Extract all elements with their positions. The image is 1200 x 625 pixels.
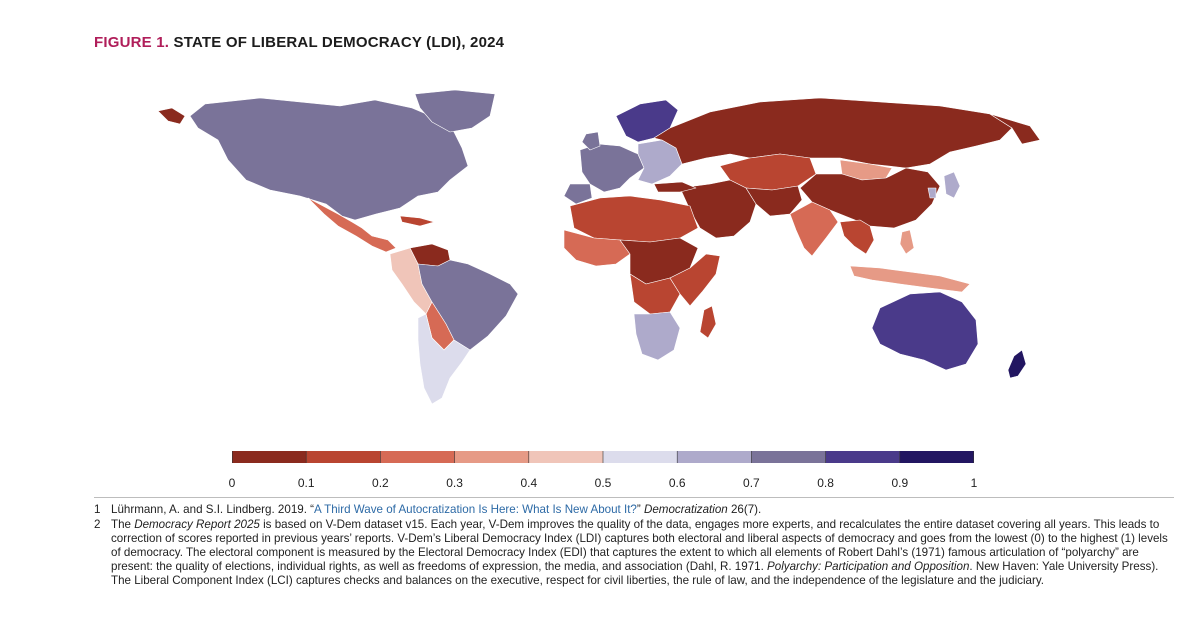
region-southern-africa — [633, 311, 681, 361]
region-west-africa — [563, 229, 631, 267]
region-russia-west-tip — [157, 107, 186, 125]
region-korea — [927, 187, 937, 199]
figure-title: FIGURE 1. STATE OF LIBERAL DEMOCRACY (LD… — [94, 34, 504, 51]
legend-tick-label: 0.7 — [743, 476, 760, 490]
world-map — [157, 89, 1041, 405]
region-caribbean — [399, 215, 435, 227]
legend-tick-label: 0.4 — [520, 476, 538, 490]
region-mexico — [307, 197, 397, 253]
legend-tick-label: 0.2 — [372, 476, 389, 490]
region-russia — [653, 97, 1013, 169]
legend-tick-label: 0.3 — [446, 476, 463, 490]
figure-label: FIGURE 1. — [94, 34, 170, 51]
legend-bin-6 — [677, 451, 752, 463]
region-russia-far-east — [989, 113, 1041, 145]
legend-bin-0 — [232, 451, 307, 463]
legend-bin-4 — [528, 451, 603, 463]
region-north-america — [189, 97, 469, 221]
region-greenland — [414, 89, 496, 133]
legend-bin-1 — [306, 451, 381, 463]
region-indonesia — [849, 265, 971, 293]
region-middle-east — [679, 179, 757, 239]
footnotes: 1 Lührmann, A. and S.I. Lindberg. 2019. … — [94, 503, 1174, 589]
citation-link[interactable]: A Third Wave of Autocratization Is Here:… — [314, 503, 637, 516]
footnote-text: The Democracy Report 2025 is based on V-… — [111, 518, 1168, 587]
legend-tick-label: 0.5 — [594, 476, 612, 490]
region-southern-cone — [417, 313, 471, 405]
legend-tick-label: 0.9 — [891, 476, 909, 490]
legend-bin-8 — [825, 451, 900, 463]
region-philippines — [899, 229, 915, 255]
region-north-africa — [569, 195, 699, 243]
legend-bin-9 — [899, 451, 974, 463]
legend-tick-label: 0 — [228, 476, 236, 490]
region-australia — [871, 291, 979, 371]
footnote-number: 2 — [94, 518, 101, 531]
region-japan — [943, 171, 961, 199]
region-iberia — [563, 183, 593, 205]
region-iran-pakistan — [745, 185, 803, 217]
legend-bin-2 — [380, 451, 455, 463]
region-southeast-asia — [839, 219, 875, 255]
legend-bin-3 — [454, 451, 529, 463]
footnote-text: Lührmann, A. and S.I. Lindberg. 2019. “A… — [111, 503, 762, 516]
region-new-zealand — [1007, 349, 1027, 379]
legend-tick-label: 1 — [970, 476, 978, 490]
region-madagascar — [699, 305, 717, 339]
legend-tick-label: 0.8 — [817, 476, 834, 490]
footnote-2: 2 The Democracy Report 2025 is based on … — [94, 518, 1174, 588]
region-congo — [629, 273, 681, 315]
legend-bins — [232, 451, 974, 463]
legend-bin-7 — [751, 451, 826, 463]
footnote-divider — [94, 497, 1174, 498]
region-india — [789, 201, 839, 257]
footnote-number: 1 — [94, 503, 101, 516]
region-turkey — [653, 181, 697, 193]
legend-color-bar — [232, 451, 974, 463]
legend-bin-5 — [603, 451, 678, 463]
legend-tick-labels: 0 0.1 0.2 0.3 0.4 0.5 0.6 0.7 0.8 0.9 1 — [228, 476, 978, 492]
region-east-africa — [669, 253, 721, 307]
figure-title-text: STATE OF LIBERAL DEMOCRACY (LDI), 2024 — [173, 34, 505, 51]
footnote-1: 1 Lührmann, A. and S.I. Lindberg. 2019. … — [94, 503, 1174, 517]
region-uk — [581, 131, 601, 151]
legend-tick-label: 0.6 — [668, 476, 686, 490]
legend-tick-label: 0.1 — [297, 476, 315, 490]
region-western-europe — [579, 143, 645, 193]
